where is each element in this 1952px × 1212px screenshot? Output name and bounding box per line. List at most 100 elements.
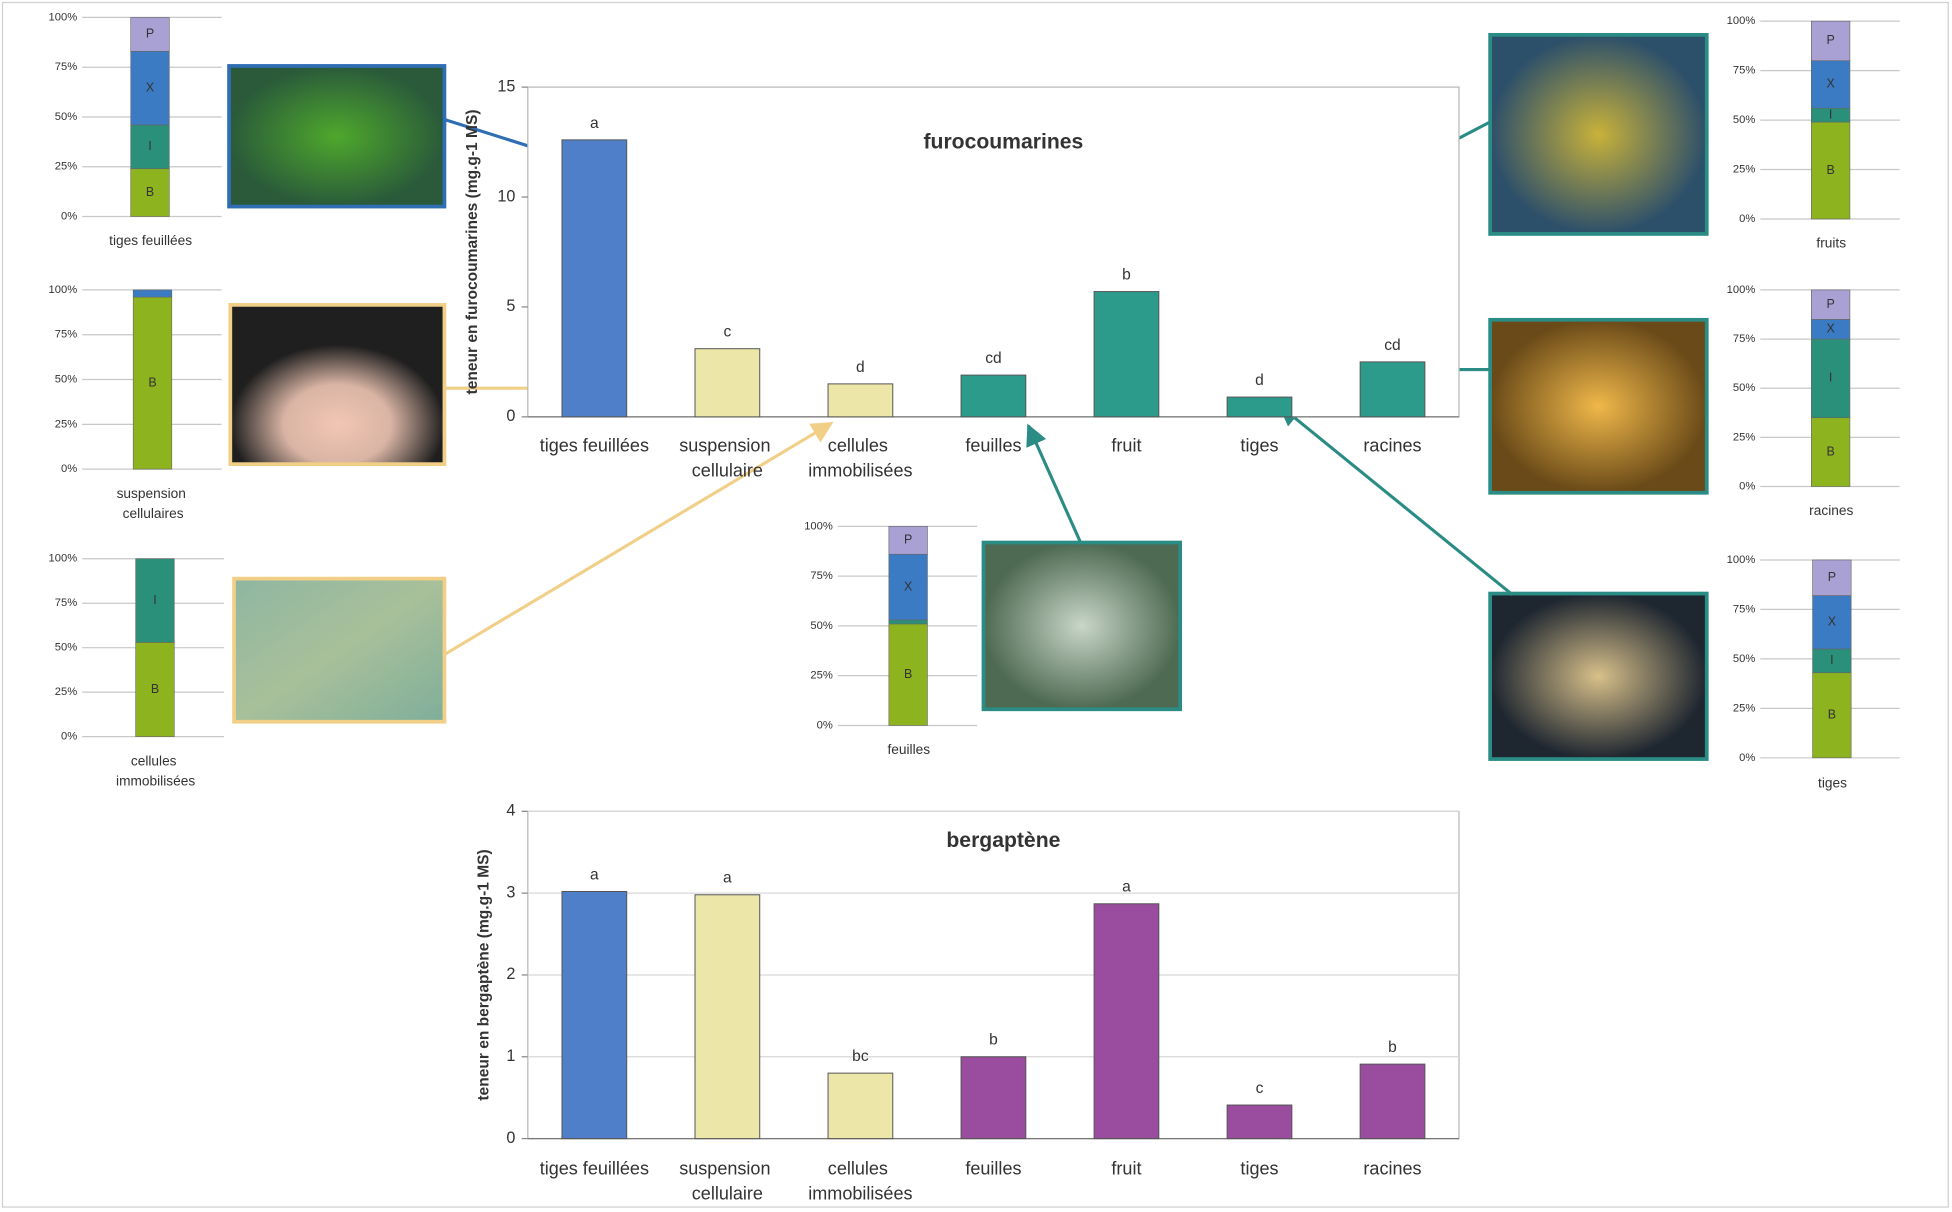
segment-label: B <box>146 185 154 199</box>
segment-label: B <box>151 682 159 696</box>
bar-annotation: b <box>1122 266 1131 283</box>
bar-annotation: cd <box>985 350 1001 367</box>
bar-segment <box>130 17 170 52</box>
bar-annotation: a <box>590 866 599 883</box>
bar-annotation: b <box>1388 1039 1397 1056</box>
bar-segment <box>1812 672 1852 759</box>
y-tick-label: 1 <box>506 1047 515 1065</box>
x-tick-label: fruit <box>1111 435 1141 455</box>
y-tick-label: 75% <box>1733 333 1755 345</box>
segment-label: B <box>904 667 912 681</box>
y-tick-label: 75% <box>55 61 77 73</box>
segment-label: I <box>1829 371 1832 385</box>
bar-annotation: d <box>1255 372 1264 389</box>
bar <box>960 1056 1027 1140</box>
bar-segment <box>130 124 170 170</box>
segment-label: B <box>148 375 156 389</box>
bar <box>960 374 1027 418</box>
x-tick-label: tiges <box>1240 435 1278 455</box>
segment-label: P <box>904 533 912 547</box>
x-tick-label: suspension cellulaires <box>117 486 190 521</box>
x-tick-label: fruits <box>1816 236 1846 251</box>
y-tick-label: 0% <box>1739 752 1755 764</box>
bar-segment <box>1811 338 1851 419</box>
bar-annotation: a <box>1122 879 1131 896</box>
bar <box>827 383 894 418</box>
y-tick-label: 25% <box>1733 702 1755 714</box>
bar-segment <box>888 619 928 625</box>
y-tick-label: 5 <box>506 297 515 315</box>
segment-label: I <box>1830 653 1833 667</box>
bar-segment <box>1811 289 1851 320</box>
bar-annotation: cd <box>1384 337 1400 354</box>
bar-annotation: d <box>856 359 865 376</box>
x-tick-label: racines <box>1809 503 1853 518</box>
x-tick-label: racines <box>1363 435 1421 455</box>
bar <box>1359 1063 1426 1140</box>
y-tick-label: 50% <box>1733 114 1755 126</box>
bar <box>561 139 628 418</box>
y-tick-label: 75% <box>55 597 77 609</box>
bar-annotation: bc <box>852 1048 869 1065</box>
x-tick-label: cellules immobilisées <box>808 435 912 480</box>
segment-label: P <box>146 27 154 41</box>
x-tick-label: suspension cellulaire <box>679 435 775 480</box>
bar <box>1093 903 1160 1140</box>
plot-area <box>527 86 1460 418</box>
bar-segment <box>1811 20 1851 62</box>
x-tick-label: tiges feuillées <box>540 1158 649 1178</box>
x-tick-label: fruit <box>1111 1158 1141 1178</box>
photo <box>1488 591 1709 761</box>
chart-title: bergaptène <box>946 829 1060 852</box>
y-tick-label: 0% <box>1739 213 1755 225</box>
bar <box>1226 1104 1293 1140</box>
bar-annotation: a <box>590 115 599 132</box>
x-tick-label: suspension cellulaire <box>679 1158 775 1203</box>
arrow <box>1278 404 1514 597</box>
y-tick-label: 0% <box>61 731 77 743</box>
photo <box>981 540 1183 712</box>
photo <box>232 576 447 724</box>
y-tick-label: 25% <box>55 418 77 430</box>
chart-title: furocoumarines <box>923 131 1083 154</box>
x-tick-label: tiges <box>1818 776 1847 791</box>
y-tick-label: 10 <box>497 187 515 205</box>
y-tick-label: 15 <box>497 77 515 95</box>
y-tick-label: 3 <box>506 883 515 901</box>
y-tick-label: 100% <box>804 520 833 532</box>
y-tick-label: 25% <box>1733 431 1755 443</box>
y-tick-label: 100% <box>1727 284 1756 296</box>
arrow <box>1026 423 1082 544</box>
x-tick-label: feuilles <box>965 435 1021 455</box>
x-tick-label: cellules immobilisées <box>808 1158 912 1203</box>
photo <box>1488 32 1709 236</box>
y-tick-label: 100% <box>49 11 78 23</box>
bar <box>561 891 628 1140</box>
bar <box>1226 396 1293 418</box>
y-tick-label: 100% <box>49 284 78 296</box>
y-tick-label: 100% <box>1727 15 1756 27</box>
x-tick-label: tiges feuillées <box>540 435 649 455</box>
x-tick-label: feuilles <box>887 742 930 757</box>
bar <box>694 894 761 1140</box>
x-tick-label: racines <box>1363 1158 1421 1178</box>
bar-segment <box>1811 60 1851 109</box>
segment-label: B <box>1826 444 1834 458</box>
bar-annotation: a <box>723 870 732 887</box>
y-tick-label: 25% <box>55 161 77 173</box>
segment-label: B <box>1826 163 1834 177</box>
y-tick-label: 25% <box>810 670 832 682</box>
y-tick-label: 75% <box>1733 603 1755 615</box>
bar-annotation: b <box>989 1032 998 1049</box>
segment-label: P <box>1828 570 1836 584</box>
segment-label: I <box>153 593 156 607</box>
segment-label: P <box>1826 297 1834 311</box>
segment-label: X <box>146 80 155 94</box>
bar-segment <box>1812 559 1852 596</box>
photo <box>227 64 447 209</box>
bar-segment <box>1811 417 1851 487</box>
bar-segment <box>888 526 928 555</box>
y-tick-label: 2 <box>506 965 515 983</box>
y-tick-label: 0 <box>506 407 515 425</box>
